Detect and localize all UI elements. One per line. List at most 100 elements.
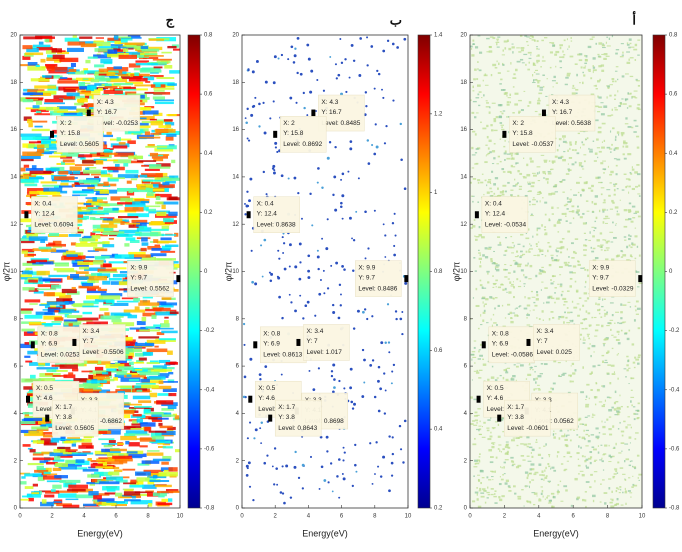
texture-dot [302, 487, 304, 489]
texture-cell [154, 346, 158, 348]
texture-cell [536, 62, 538, 63]
texture-cell [631, 127, 633, 128]
texture-cell [552, 44, 555, 46]
texture-cell [94, 375, 109, 377]
texture-cell [589, 150, 593, 152]
texture-cell [471, 227, 473, 229]
texture-cell [164, 317, 168, 319]
texture-dot [299, 243, 302, 246]
texture-cell [489, 436, 492, 438]
texture-dot [377, 466, 379, 468]
texture-cell [622, 254, 626, 256]
texture-cell [60, 439, 81, 441]
texture-cell [495, 266, 499, 268]
texture-cell [476, 370, 478, 372]
texture-cell [541, 282, 543, 283]
texture-cell [137, 186, 146, 189]
texture-cell [604, 299, 606, 300]
texture-cell [476, 463, 480, 465]
texture-cell [614, 94, 616, 96]
texture-cell [489, 50, 493, 52]
texture-cell [24, 315, 42, 319]
texture-cell [57, 80, 78, 83]
texture-dot [310, 456, 312, 458]
texture-cell [564, 469, 567, 470]
texture-cell [573, 265, 576, 267]
texture-dot [329, 56, 331, 58]
texture-cell [129, 442, 140, 446]
texture-dot [330, 462, 332, 464]
texture-cell [627, 424, 631, 425]
texture-dot [289, 243, 292, 246]
texture-dot [385, 125, 387, 127]
texture-cell [561, 294, 563, 296]
texture-cell [36, 111, 41, 113]
texture-cell [532, 449, 535, 451]
texture-cell [551, 207, 553, 209]
texture-cell [561, 435, 565, 437]
texture-cell [632, 244, 636, 246]
texture-cell [586, 222, 587, 224]
texture-cell [485, 85, 489, 86]
texture-cell [530, 310, 531, 311]
texture-dot [342, 218, 344, 220]
texture-cell [637, 40, 640, 41]
texture-cell [636, 80, 640, 81]
texture-cell [487, 191, 490, 193]
texture-cell [42, 76, 51, 78]
texture-cell [489, 296, 492, 298]
texture-cell [135, 343, 154, 346]
texture-cell [500, 466, 501, 468]
texture-cell [560, 67, 562, 68]
texture-cell [63, 89, 75, 92]
texture-cell [603, 469, 604, 470]
texture-cell [610, 320, 614, 321]
texture-cell [505, 269, 508, 271]
texture-cell [93, 260, 104, 264]
texture-cell [560, 430, 563, 431]
texture-cell [542, 75, 545, 77]
texture-dot [392, 453, 394, 455]
texture-cell [567, 38, 568, 40]
texture-cell [567, 197, 569, 199]
texture-cell [552, 275, 554, 277]
texture-cell [543, 270, 545, 272]
texture-cell [555, 66, 556, 68]
datatip-y: Y: 16.7 [97, 109, 118, 116]
x-tick-label: 8 [606, 514, 610, 520]
datatip-marker [404, 275, 408, 282]
texture-cell [487, 181, 491, 183]
texture-cell [498, 444, 501, 445]
texture-dot [362, 349, 364, 351]
texture-cell [625, 490, 627, 492]
texture-cell [129, 78, 148, 81]
texture-cell [510, 265, 512, 266]
texture-cell [492, 479, 493, 480]
datatip-x: X: 3.4 [306, 328, 323, 335]
texture-cell [33, 453, 44, 455]
texture-dot [274, 142, 277, 145]
texture-cell [155, 84, 160, 87]
texture-cell [490, 191, 492, 192]
datatip: X: 0.4Y: 12.4Level: -0.0534 [475, 197, 528, 233]
texture-cell [576, 93, 578, 95]
texture-cell [530, 369, 531, 371]
texture-cell [22, 45, 32, 49]
texture-cell [620, 467, 624, 469]
texture-dot [332, 364, 335, 367]
texture-cell [528, 278, 531, 279]
y-tick-label: 8 [236, 316, 240, 322]
texture-cell [515, 162, 518, 164]
texture-dot [294, 265, 297, 268]
texture-cell [553, 431, 554, 432]
texture-cell [638, 403, 640, 405]
texture-cell [157, 491, 173, 493]
texture-cell [497, 60, 498, 62]
texture-cell [500, 79, 502, 81]
texture-cell [77, 113, 82, 116]
texture-cell [517, 265, 521, 267]
texture-cell [566, 322, 570, 323]
texture-cell [498, 116, 502, 118]
texture-cell [31, 260, 47, 262]
texture-dot [393, 364, 395, 366]
